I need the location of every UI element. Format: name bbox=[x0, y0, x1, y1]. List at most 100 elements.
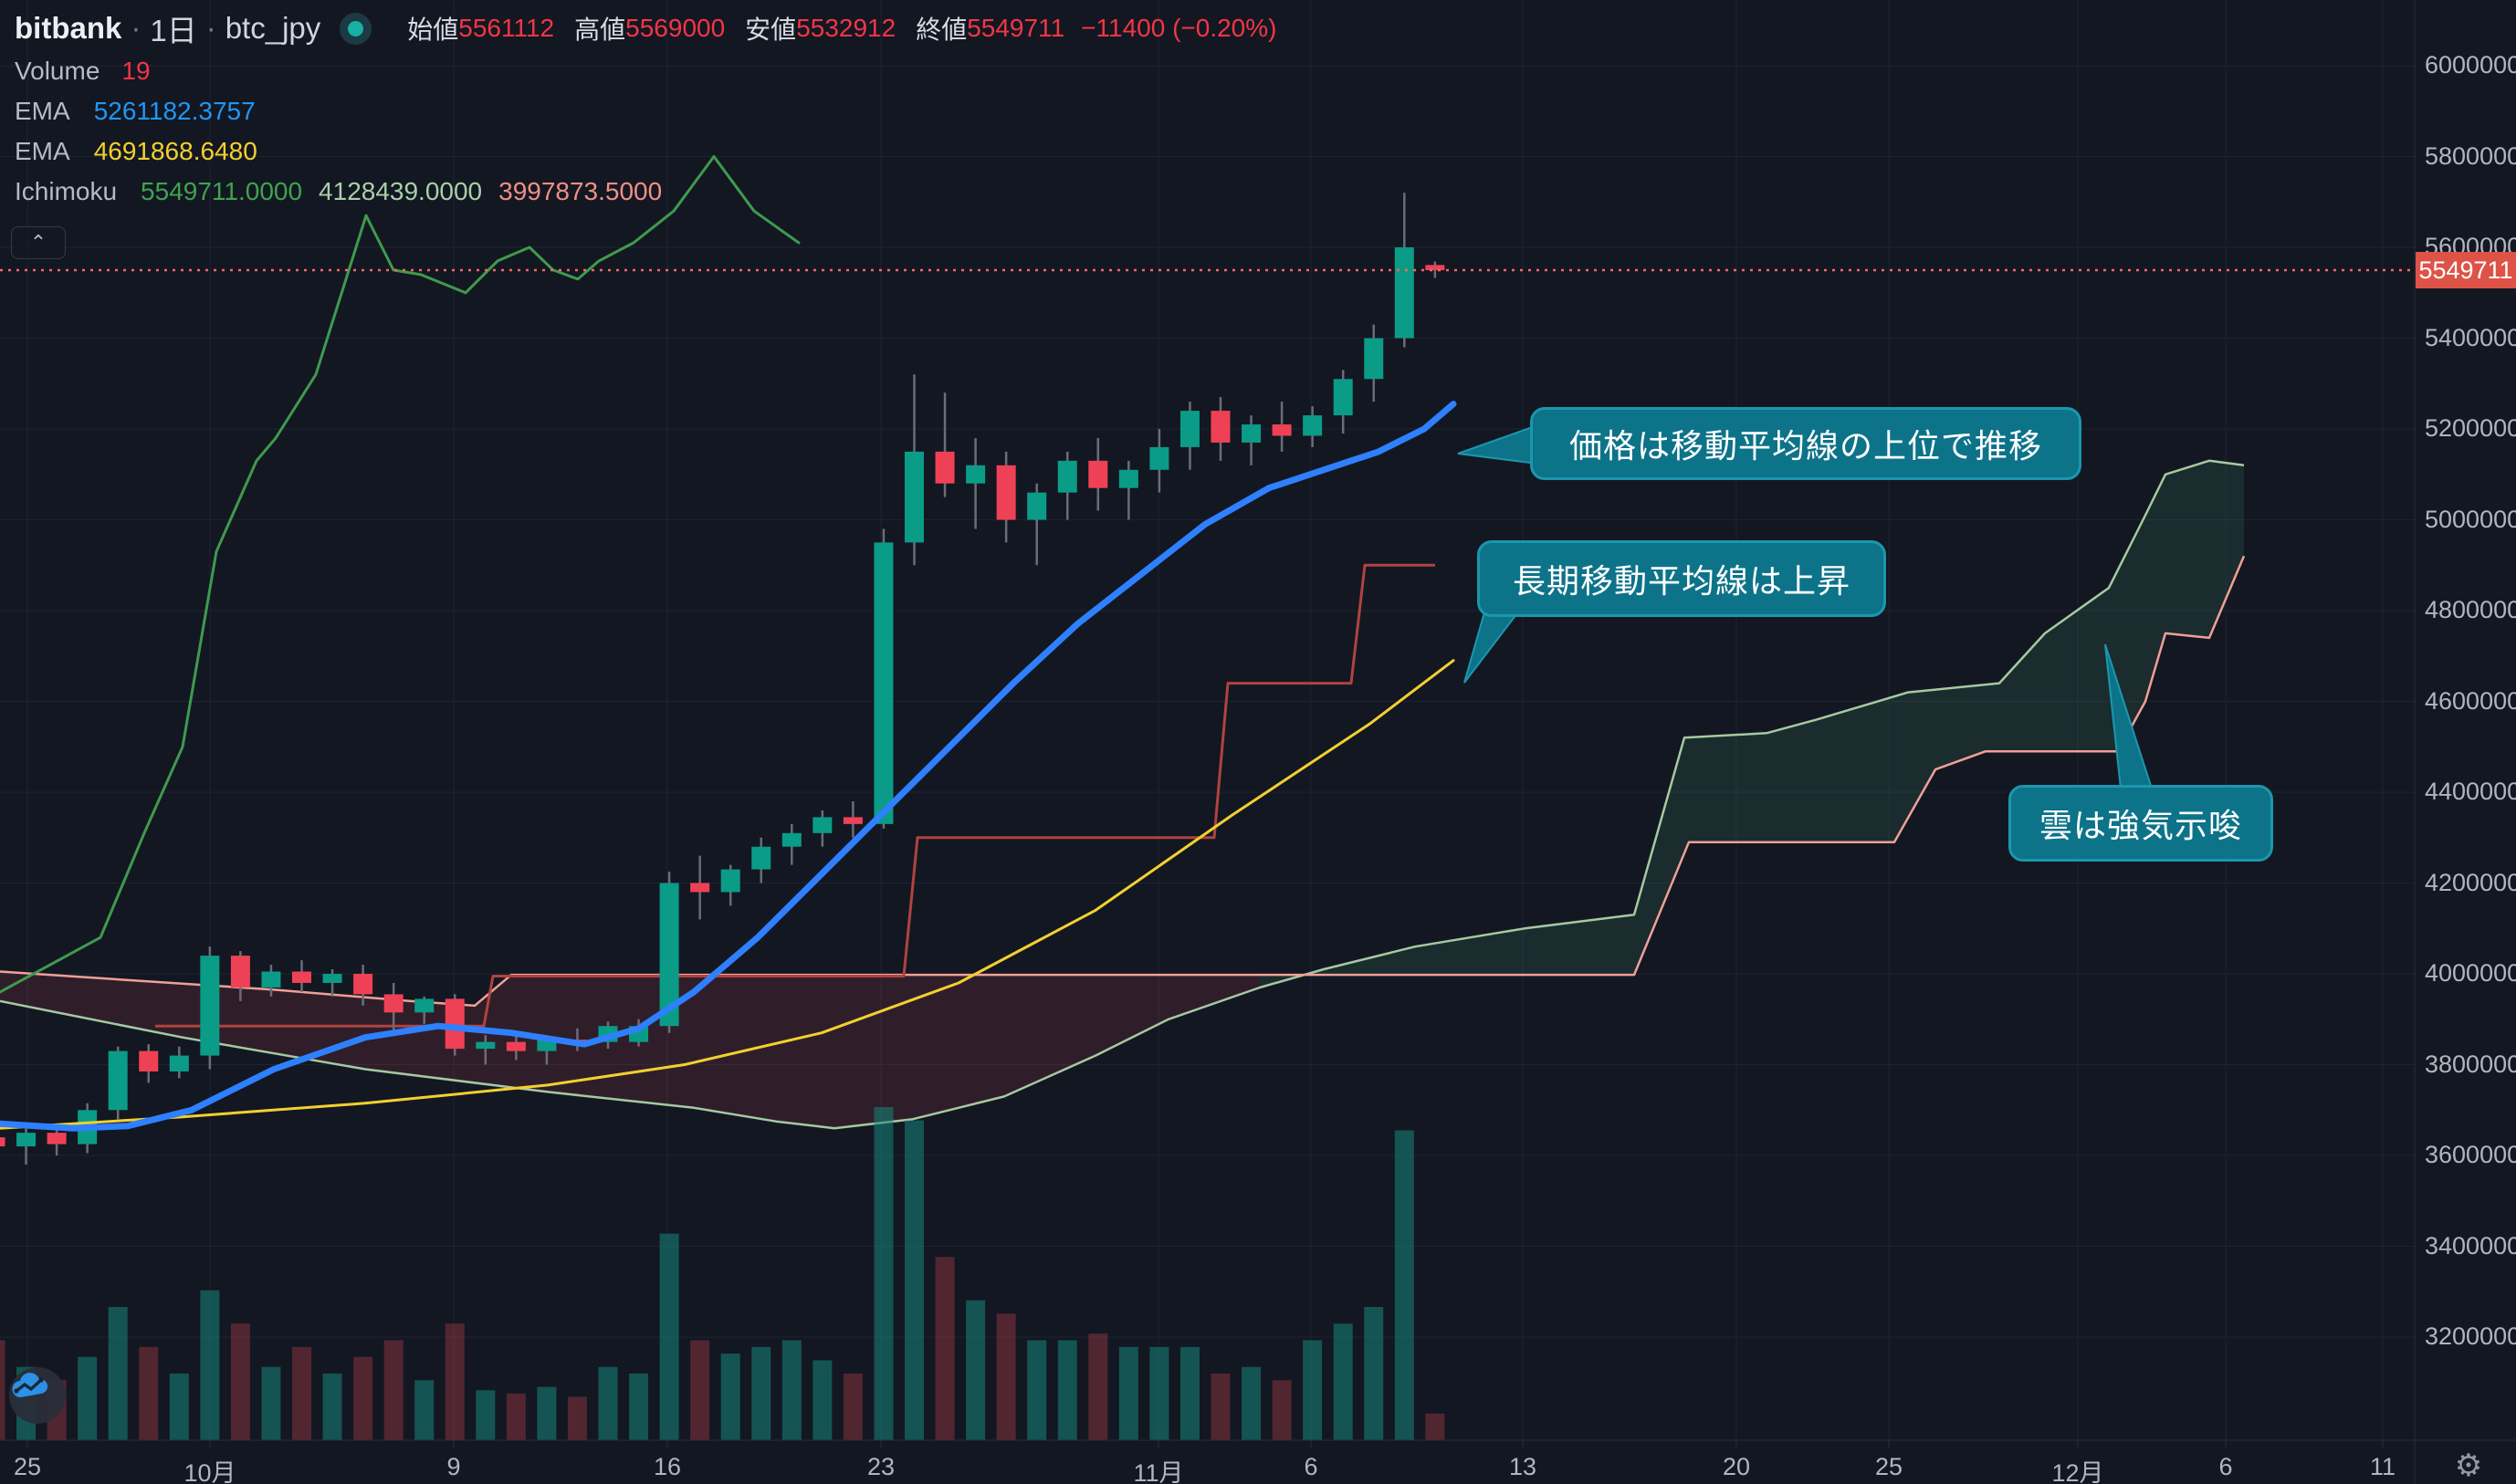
separator: · bbox=[131, 11, 142, 45]
candle-body bbox=[169, 1055, 189, 1071]
price-tick-label: 4800000 bbox=[2425, 596, 2516, 623]
ichimoku-row[interactable]: Ichimoku 5549711.0000 4128439.0000 39978… bbox=[15, 172, 1276, 212]
candle-body bbox=[751, 846, 771, 870]
volume-bar bbox=[506, 1393, 526, 1440]
open-value: 5561112 bbox=[458, 14, 555, 42]
kijun-line bbox=[155, 563, 1435, 1028]
ichimoku-senkou-b-value: 3997873.5000 bbox=[498, 177, 663, 205]
volume-bar bbox=[261, 1366, 281, 1440]
candle-body bbox=[1364, 338, 1384, 380]
interval[interactable]: 1日 bbox=[150, 14, 197, 47]
low-label: 安値 bbox=[745, 16, 797, 44]
volume-bar bbox=[1425, 1413, 1445, 1440]
time-tick-label: 12月 bbox=[2051, 1459, 2104, 1484]
pair[interactable]: btc_jpy bbox=[225, 11, 321, 45]
volume-bar bbox=[1088, 1333, 1108, 1440]
volume-bar bbox=[935, 1257, 955, 1440]
ema-slow-row[interactable]: EMA 4691868.6480 bbox=[15, 131, 1276, 172]
ema-slow-label: EMA bbox=[15, 137, 70, 165]
candle-body bbox=[843, 817, 863, 824]
high-label: 高値 bbox=[574, 16, 626, 44]
volume-bar bbox=[874, 1107, 894, 1440]
time-tick-label: 23 bbox=[866, 1453, 896, 1480]
volume-bar bbox=[0, 1340, 5, 1440]
candle-body bbox=[537, 1040, 557, 1051]
candle-body bbox=[874, 542, 894, 824]
volume-bar bbox=[1149, 1346, 1169, 1440]
candle-body bbox=[935, 451, 955, 484]
volume-bar bbox=[1272, 1380, 1292, 1440]
candle-body bbox=[139, 1050, 159, 1071]
symbol-name[interactable]: bitbank bbox=[15, 11, 122, 45]
volume-bar bbox=[659, 1233, 679, 1440]
axis-settings-gear-icon[interactable]: ⚙ bbox=[2454, 1448, 2483, 1483]
time-tick-label: 25 bbox=[1874, 1453, 1903, 1480]
volume-bar bbox=[169, 1374, 189, 1440]
price-tick-label: 3200000 bbox=[2425, 1322, 2516, 1351]
annotation-callout[interactable]: 価格は移動平均線の上位で推移 bbox=[1530, 407, 2081, 480]
time-tick-label: 20 bbox=[1722, 1453, 1751, 1480]
annotation-tail bbox=[1457, 423, 1538, 465]
symbol-row[interactable]: bitbank · 1日 · btc_jpy 始値 5561112 高値 556… bbox=[15, 5, 1276, 51]
price-tick-label: 4200000 bbox=[2425, 868, 2516, 896]
price-tick-label: 5800000 bbox=[2425, 141, 2516, 170]
volume-bar bbox=[1057, 1340, 1077, 1440]
legend-collapse-button[interactable]: ⌃ bbox=[11, 226, 66, 259]
price-tick-label: 3800000 bbox=[2425, 1050, 2516, 1078]
price-tick-label: 4600000 bbox=[2425, 686, 2516, 715]
candle-body bbox=[47, 1133, 67, 1144]
candle-body bbox=[1118, 469, 1138, 488]
candle-body bbox=[1394, 247, 1414, 339]
time-tick-label: 13 bbox=[1508, 1453, 1537, 1480]
separator: · bbox=[205, 11, 216, 45]
price-tick-label: 4400000 bbox=[2425, 778, 2516, 806]
time-tick-label: 6 bbox=[2218, 1453, 2233, 1480]
candle-body bbox=[1242, 424, 1262, 443]
volume-bar bbox=[445, 1323, 465, 1440]
volume-bar bbox=[200, 1290, 220, 1440]
candle-body bbox=[812, 817, 833, 833]
candle-body bbox=[506, 1041, 526, 1051]
volume-row[interactable]: Volume 19 bbox=[15, 51, 1276, 91]
volume-bar bbox=[139, 1346, 159, 1440]
volume-bar bbox=[108, 1307, 128, 1440]
volume-bar bbox=[1303, 1340, 1323, 1440]
candle-body bbox=[1211, 411, 1231, 443]
volume-bar bbox=[905, 1120, 924, 1440]
candle-body bbox=[1303, 415, 1323, 436]
volume-bar bbox=[230, 1323, 250, 1440]
candle-body bbox=[322, 974, 342, 983]
legend: bitbank · 1日 · btc_jpy 始値 5561112 高値 556… bbox=[15, 5, 1276, 212]
last-price-label: 5549711 bbox=[2416, 252, 2516, 289]
low-value: 5532912 bbox=[796, 14, 896, 42]
candle-body bbox=[1179, 411, 1200, 447]
volume-bar bbox=[1364, 1307, 1384, 1440]
time-tick-label: 16 bbox=[653, 1453, 682, 1480]
provider-logo-icon bbox=[9, 1367, 66, 1424]
ichimoku-label: Ichimoku bbox=[15, 177, 118, 205]
ichimoku-cloud-bullish bbox=[1260, 460, 2244, 988]
candle-body bbox=[1088, 460, 1108, 488]
time-tick-label: 11 bbox=[2369, 1453, 2396, 1480]
candle-body bbox=[905, 451, 924, 543]
ema-fast-row[interactable]: EMA 5261182.3757 bbox=[15, 91, 1276, 131]
volume-bar bbox=[383, 1340, 404, 1440]
annotation-callout[interactable]: 長期移動平均線は上昇 bbox=[1477, 540, 1886, 617]
ema-fast-label: EMA bbox=[15, 97, 70, 125]
volume-bar bbox=[322, 1374, 342, 1440]
volume-bar bbox=[1211, 1374, 1231, 1440]
senkou-a-line bbox=[0, 459, 2245, 1130]
senkou-b-line bbox=[0, 555, 2246, 1008]
volume-bar bbox=[567, 1396, 587, 1440]
annotation-tail bbox=[1463, 605, 1525, 684]
annotation-callout[interactable]: 雲は強気示唆 bbox=[2008, 785, 2273, 862]
candle-body bbox=[0, 1137, 5, 1147]
candle-body bbox=[414, 998, 435, 1013]
volume-bar bbox=[414, 1380, 435, 1440]
volume-bar bbox=[720, 1353, 740, 1440]
volume-bar bbox=[1118, 1346, 1138, 1440]
price-tick-label: 4000000 bbox=[2425, 959, 2516, 988]
candle-body bbox=[1027, 492, 1047, 520]
